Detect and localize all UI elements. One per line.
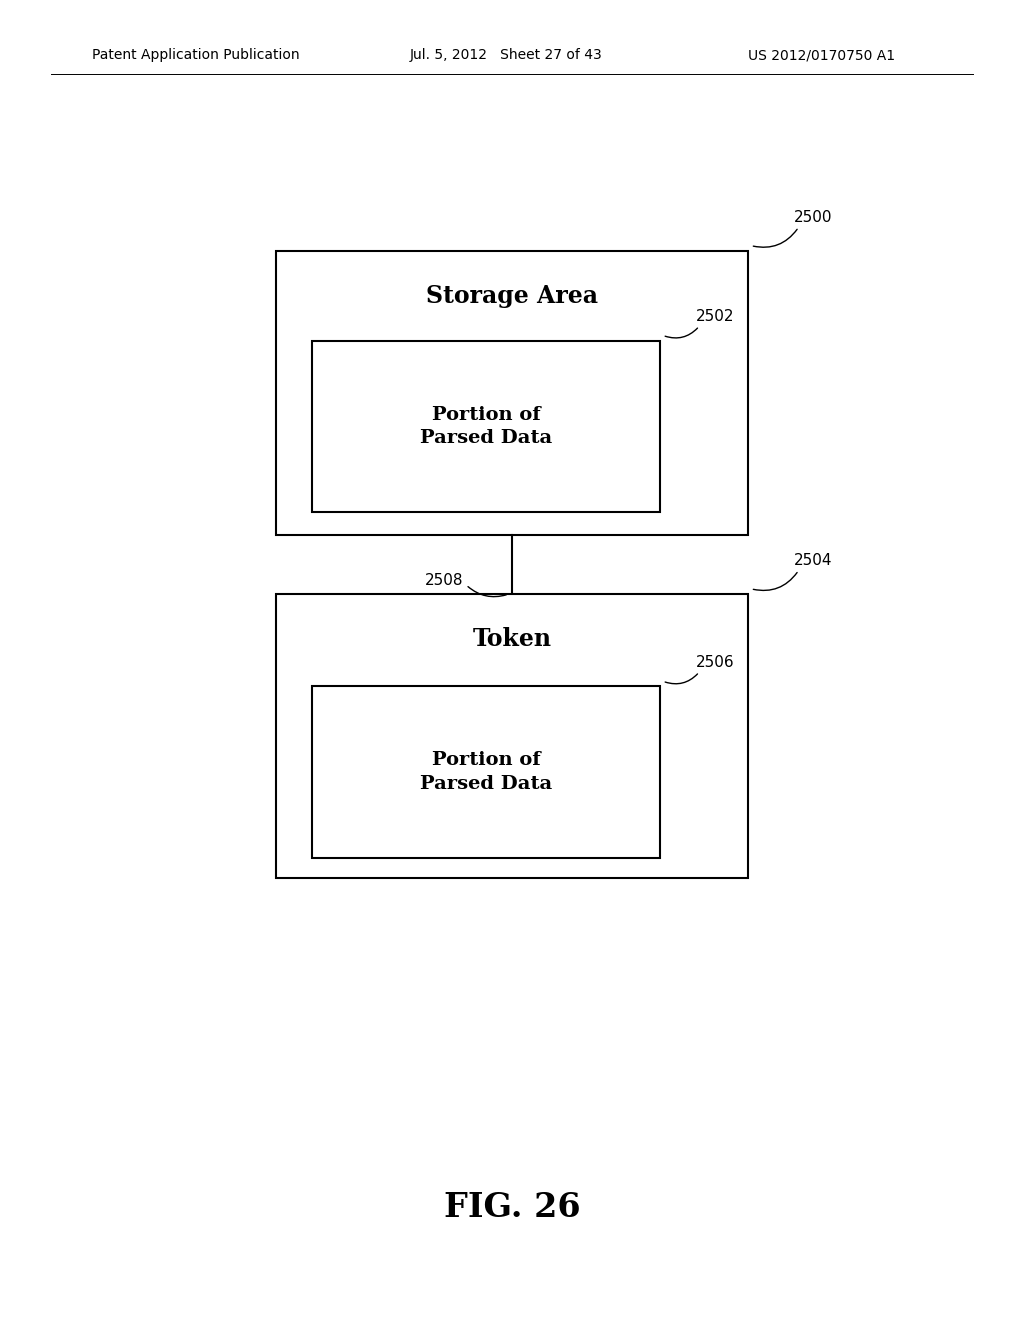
Text: 2506: 2506 (696, 655, 735, 671)
Text: 2502: 2502 (696, 309, 735, 325)
Bar (276, 251, 748, 535)
Text: Patent Application Publication: Patent Application Publication (92, 49, 300, 62)
Bar (312, 686, 660, 858)
Text: 2504: 2504 (794, 553, 833, 569)
Bar (312, 341, 660, 512)
Bar (276, 594, 748, 878)
Text: FIG. 26: FIG. 26 (443, 1191, 581, 1225)
Text: Token: Token (472, 627, 552, 651)
Text: Jul. 5, 2012   Sheet 27 of 43: Jul. 5, 2012 Sheet 27 of 43 (410, 49, 602, 62)
Text: Portion of
Parsed Data: Portion of Parsed Data (420, 405, 553, 447)
Text: Portion of
Parsed Data: Portion of Parsed Data (420, 751, 553, 793)
Text: 2500: 2500 (794, 210, 833, 226)
Text: Storage Area: Storage Area (426, 284, 598, 308)
Text: US 2012/0170750 A1: US 2012/0170750 A1 (748, 49, 895, 62)
Text: 2508: 2508 (425, 573, 464, 589)
